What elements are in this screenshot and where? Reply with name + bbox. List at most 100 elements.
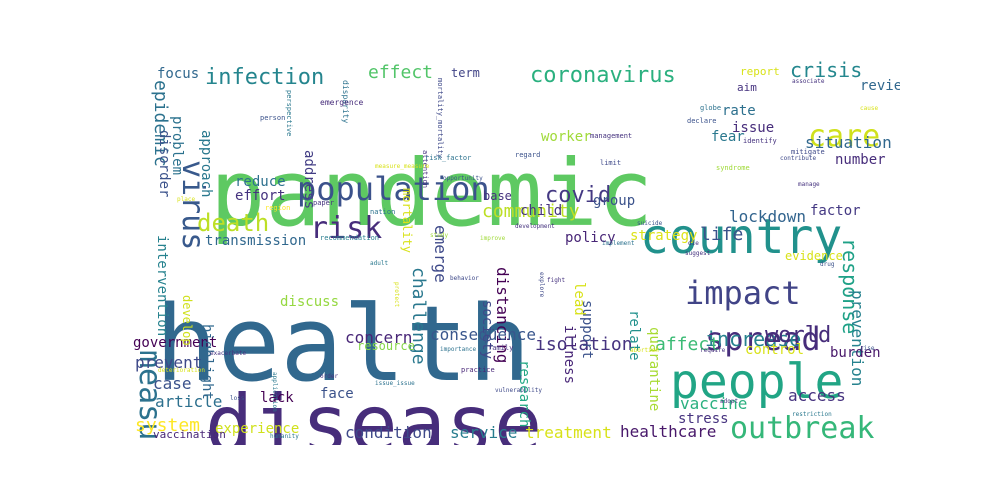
cloud-word-suggest: suggest [685,250,711,257]
cloud-word-experience: experience [215,421,299,437]
word-cloud: health pandemic disease country people popula… [125,60,900,445]
cloud-word-lead: lead [571,282,587,316]
cloud-word-lack: lack [260,390,294,406]
cloud-word-support: support [579,300,595,359]
cloud-word-disparity: disparity [341,80,350,124]
cloud-word-syndrome: syndrome [716,164,750,172]
cloud-word-require: require [700,347,726,354]
cloud-word-concern: concern [345,328,412,347]
cloud-word-case: case [153,374,192,393]
cloud-word-crisis: crisis [790,60,862,82]
cloud-word-affect: affect [655,334,720,355]
cloud-word-practice: practice [461,366,495,374]
cloud-word-discuss: discuss [280,294,339,310]
cloud-word-application: application [271,372,278,412]
cloud-word-strategy: strategy [630,228,697,244]
cloud-word-mortality-mortality: mortality_mortality [436,78,444,158]
cloud-word-manage: manage [798,181,820,188]
cloud-word-contribute: contribute [780,155,817,162]
cloud-word-mortality: mortality [400,188,414,253]
cloud-word-reduce: reduce [235,174,286,190]
cloud-word-family: family [488,344,513,352]
cloud-word-impact: impact [685,274,801,312]
cloud-word-measure: measure [132,350,167,445]
cloud-word-attention: attention [421,150,429,188]
cloud-word-control: control [745,342,804,358]
cloud-word-perspective: perspective [285,90,293,136]
cloud-word-limit: limit [600,159,621,167]
cloud-word-article: article [155,392,222,411]
cloud-word-improve: improve [480,235,506,242]
cloud-word-epidemic: epidemic [150,80,171,167]
cloud-word-nation: nation [370,208,395,216]
cloud-word-society: society [479,300,495,359]
cloud-word-die: die [688,240,699,247]
cloud-word-world: world [765,323,831,348]
cloud-word-child: child [520,203,562,219]
cloud-word-adopt: adopt [720,398,738,405]
cloud-word-outbreak: outbreak [730,411,875,445]
cloud-word-associate: associate [792,78,825,85]
cloud-word-resource: resource [357,339,415,353]
cloud-word-health: health [155,283,531,405]
cloud-word-recommendation: recommendation [320,234,379,242]
cloud-word-treatment: treatment [525,423,612,442]
cloud-word-research: research [516,360,532,427]
cloud-word-issue-issue: issue_issue [375,380,415,387]
cloud-word-base: base [483,189,512,203]
cloud-word-government: government [133,335,217,351]
cloud-word-fear: fear [711,129,745,145]
cloud-word-approach: approach [198,130,214,197]
cloud-word-spread: spread [705,320,821,358]
cloud-word-highlight: highlight [199,324,215,400]
cloud-word-policy: policy [565,230,616,246]
cloud-word-focus: focus [157,66,199,82]
cloud-word-region: region [265,204,290,212]
cloud-word-disorder: disorder [156,130,172,197]
cloud-word-identify: identify [743,137,777,145]
cloud-word-risk-factor: risk_factor [425,154,471,162]
cloud-word-opportunity: opportunity [443,175,483,182]
cloud-word-declare: declare [687,117,717,125]
cloud-word-challenge: challenge [408,267,429,365]
cloud-word-condition: condition [345,423,432,442]
cloud-word-behavior: behavior [450,275,479,282]
cloud-word-transmission: transmission [205,233,306,249]
cloud-word-issue: issue [732,120,774,136]
cloud-word-burden: burden [830,345,881,361]
cloud-word-problem: problem [169,116,185,175]
cloud-word-review: review [860,78,900,94]
cloud-word-relate: relate [626,310,642,361]
cloud-word-illness: illness [561,325,577,384]
cloud-word-protect: protect [393,282,400,308]
cloud-word-increase: increase [705,327,801,351]
cloud-word-explore: explore [538,272,545,298]
cloud-word-virus: virus [175,160,210,250]
cloud-word-management: management [590,132,632,140]
cloud-word-vaccine: vaccine [680,394,747,413]
cloud-word-number: number [835,152,886,168]
cloud-word-implement: implement [602,240,635,247]
cloud-word-paper: paper [313,199,334,207]
cloud-word-risk: risk [310,211,382,246]
cloud-word-vaccination: vaccination [153,428,226,441]
cloud-word-drug: drug [820,261,835,268]
cloud-word-suicide: suicide [637,220,663,227]
cloud-word-aim: aim [737,81,757,94]
cloud-word-humanity: humanity [270,433,299,440]
cloud-word-restriction: restriction [792,411,832,418]
cloud-word-emergence: emergence [320,98,364,107]
cloud-word-study: study [430,232,448,239]
cloud-word-vulnerability: vulnerability [495,387,542,394]
cloud-word-report: report [740,65,780,78]
cloud-word-community: community [482,201,580,222]
cloud-word-country: country [640,209,842,265]
cloud-word-factor: factor [810,203,861,219]
cloud-word-worker: worker [541,129,592,145]
cloud-word-importance: importance [440,346,477,353]
cloud-word-rate: rate [722,103,756,119]
cloud-word-effect: effect [368,62,433,83]
cloud-word-lockdown: lockdown [729,207,806,226]
cloud-word-deterioration: deterioration [158,367,205,374]
cloud-word-stress: stress [678,411,729,427]
